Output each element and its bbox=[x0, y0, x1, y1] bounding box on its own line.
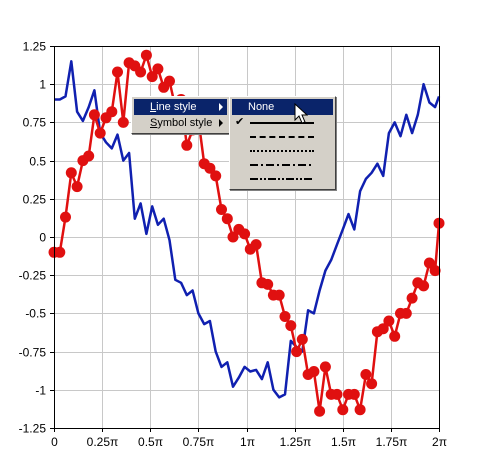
dash-line-sample bbox=[250, 136, 314, 138]
x-tick-label: 0.25π bbox=[87, 435, 119, 449]
menu-item-mnemonic: L bbox=[150, 101, 157, 113]
x-tick-label: 1.25π bbox=[280, 435, 312, 449]
data-point bbox=[94, 127, 106, 139]
data-point bbox=[227, 231, 239, 243]
menu-item-symbol-style[interactable]: Symbol style bbox=[134, 115, 227, 131]
data-point bbox=[418, 280, 430, 292]
data-point bbox=[135, 66, 147, 78]
data-point bbox=[152, 63, 164, 75]
x-tick-label: 1π bbox=[240, 435, 255, 449]
data-point bbox=[112, 66, 123, 78]
y-tick-label: -1 bbox=[35, 384, 46, 398]
data-point bbox=[117, 116, 129, 128]
data-point bbox=[250, 239, 262, 251]
data-point bbox=[146, 71, 158, 83]
data-point bbox=[314, 405, 326, 417]
data-point bbox=[273, 289, 285, 301]
data-point bbox=[140, 49, 152, 61]
data-point bbox=[181, 139, 193, 151]
menu-item-line-style[interactable]: Line style bbox=[134, 99, 227, 115]
data-point bbox=[377, 323, 389, 335]
solid-line-sample bbox=[250, 122, 314, 124]
y-tick-label: 1 bbox=[39, 78, 46, 92]
x-tick-label: 0.75π bbox=[183, 435, 215, 449]
line-style-dash-dot[interactable] bbox=[232, 157, 333, 173]
y-tick-label: -1.25 bbox=[19, 422, 47, 436]
data-point bbox=[331, 388, 343, 400]
x-tick-label: 0.5π bbox=[138, 435, 163, 449]
line-style-dot[interactable] bbox=[232, 143, 333, 159]
y-tick-label: 0.25 bbox=[23, 193, 47, 207]
y-tick-label: -0.75 bbox=[19, 346, 47, 360]
check-icon: ✔ bbox=[235, 116, 245, 128]
line-style-none[interactable]: None bbox=[232, 99, 333, 115]
data-point bbox=[216, 204, 227, 215]
menu-item-label: ine style bbox=[156, 101, 197, 113]
data-point bbox=[164, 75, 175, 87]
y-tick-label: 1.25 bbox=[23, 40, 47, 54]
line-style-dash-dot-dot[interactable] bbox=[232, 171, 333, 187]
y-tick-label: -0.25 bbox=[19, 269, 47, 283]
data-point bbox=[279, 311, 291, 322]
line-style-dash[interactable] bbox=[232, 129, 333, 145]
data-point bbox=[400, 307, 412, 319]
data-point bbox=[423, 257, 435, 269]
context-menu: Line style Symbol style bbox=[131, 96, 230, 134]
y-tick-label: -0.5 bbox=[25, 307, 46, 321]
data-point bbox=[348, 388, 360, 400]
series-layer bbox=[48, 49, 445, 417]
series-line bbox=[54, 60, 441, 399]
data-point bbox=[221, 213, 233, 225]
data-point bbox=[239, 228, 251, 240]
y-axis-ticks: 1.25 1 0.75 0.5 0.25 0 -0.25 -0.5 -0.75 -1 -1.25 bbox=[19, 40, 54, 436]
data-point bbox=[296, 333, 308, 345]
data-point bbox=[366, 378, 378, 390]
y-tick-label: 0 bbox=[39, 231, 46, 245]
data-point bbox=[106, 106, 118, 118]
x-tick-label: 2π bbox=[432, 435, 447, 449]
data-point bbox=[291, 346, 303, 358]
data-point bbox=[406, 292, 418, 304]
x-tick-label: 0 bbox=[51, 435, 58, 449]
data-point bbox=[83, 150, 95, 162]
data-point bbox=[71, 181, 83, 193]
line-style-solid[interactable]: ✔ bbox=[232, 115, 333, 131]
line-style-submenu: None ✔ bbox=[229, 96, 336, 190]
data-point bbox=[429, 265, 441, 277]
data-point bbox=[210, 170, 222, 182]
data-point bbox=[88, 109, 100, 121]
data-point bbox=[360, 369, 372, 380]
menu-item-label: ymbol style bbox=[157, 117, 213, 129]
data-point bbox=[319, 361, 331, 373]
data-point bbox=[308, 366, 320, 377]
data-point bbox=[204, 162, 216, 174]
data-point bbox=[389, 330, 401, 342]
data-point bbox=[54, 246, 66, 258]
data-point bbox=[65, 167, 77, 179]
data-point bbox=[262, 278, 274, 290]
y-tick-label: 0.75 bbox=[23, 116, 47, 130]
x-axis-ticks: 0 0.25π 0.5π 0.75π 1π 1.25π 1.5π 1.75π 2π bbox=[51, 428, 447, 449]
data-point bbox=[383, 315, 395, 327]
series-2 bbox=[48, 49, 445, 417]
chevron-right-icon bbox=[219, 119, 223, 127]
data-point bbox=[60, 211, 71, 223]
dash-dot-dot-line-sample bbox=[250, 178, 314, 180]
x-tick-label: 1.75π bbox=[376, 435, 408, 449]
data-point bbox=[285, 320, 297, 332]
chevron-right-icon bbox=[219, 103, 223, 111]
series-line bbox=[54, 53, 441, 413]
y-tick-label: 0.5 bbox=[29, 155, 46, 169]
dash-dot-line-sample bbox=[250, 164, 314, 166]
arrow-cursor-icon bbox=[294, 103, 308, 124]
dot-line-sample bbox=[250, 150, 314, 152]
menu-item-mnemonic: S bbox=[150, 117, 158, 129]
data-point bbox=[354, 404, 366, 416]
data-point bbox=[337, 404, 349, 416]
series-1 bbox=[54, 60, 441, 399]
x-tick-label: 1.5π bbox=[331, 435, 356, 449]
line-style-none-label: None bbox=[248, 101, 275, 113]
